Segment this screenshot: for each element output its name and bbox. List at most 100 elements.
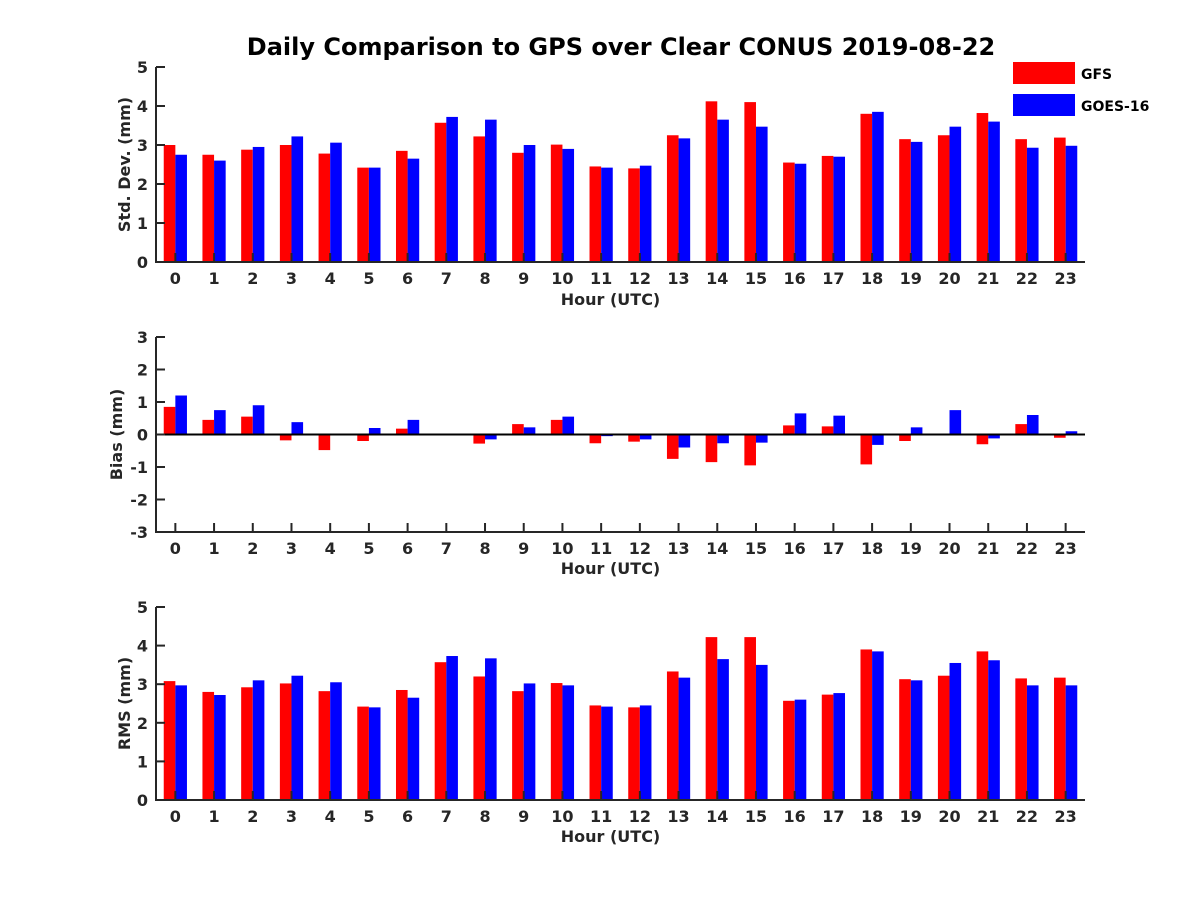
bar-goes16-hour-15: [755, 126, 768, 262]
x-tick-label: 14: [706, 269, 728, 288]
x-tick-label: 9: [518, 807, 529, 826]
y-tick-label: 1: [137, 214, 148, 233]
bar-goes16-hour-13: [678, 434, 691, 448]
legend-label-goes16: GOES-16: [1081, 99, 1149, 115]
bar-goes16-hour-13: [678, 677, 691, 800]
bar-gfs-hour-6: [395, 689, 408, 800]
bar-goes16-hour-6: [407, 158, 420, 262]
bar-goes16-hour-10: [562, 685, 575, 800]
x-tick-label: 10: [551, 807, 573, 826]
bar-goes16-hour-23: [1065, 145, 1078, 262]
bar-gfs-hour-20: [937, 135, 950, 262]
bar-goes16-hour-23: [1065, 685, 1078, 800]
x-tick-label: 6: [402, 807, 413, 826]
x-tick-label: 7: [441, 807, 452, 826]
bar-goes16-hour-17: [833, 693, 846, 800]
y-tick-label: 2: [137, 714, 148, 733]
bar-gfs-hour-19: [899, 434, 911, 441]
y-tick-label: 3: [137, 675, 148, 694]
bar-goes16-hour-5: [368, 428, 381, 435]
y-tick-label: -1: [130, 458, 148, 477]
bar-goes16-hour-14: [717, 434, 729, 444]
bar-gfs-hour-2: [241, 149, 253, 262]
bar-gfs-hour-7: [434, 662, 447, 800]
bar-goes16-hour-15: [755, 434, 768, 443]
bar-gfs-hour-18: [860, 434, 873, 465]
bar-gfs-hour-3: [279, 683, 292, 800]
bar-goes16-hour-13: [678, 138, 691, 262]
chart-title: Daily Comparison to GPS over Clear CONUS…: [247, 33, 995, 61]
x-tick-label: 1: [208, 539, 219, 558]
bar-goes16-hour-23: [1065, 431, 1078, 435]
x-tick-label: 21: [977, 269, 999, 288]
bar-goes16-hour-12: [639, 705, 652, 800]
bar-gfs-hour-16: [783, 700, 795, 800]
x-tick-label: 23: [1055, 807, 1077, 826]
x-tick-label: 11: [590, 539, 612, 558]
x-tick-label: 4: [325, 539, 336, 558]
bar-goes16-hour-4: [330, 682, 342, 800]
bar-goes16-hour-3: [291, 422, 304, 435]
x-tick-label: 22: [1016, 539, 1038, 558]
bar-gfs-hour-1: [202, 691, 215, 800]
x-tick-label: 3: [286, 269, 297, 288]
x-tick-label: 7: [441, 539, 452, 558]
x-tick-label: 3: [286, 539, 297, 558]
bar-gfs-hour-12: [628, 434, 640, 442]
bar-goes16-hour-0: [175, 154, 187, 262]
x-tick-label: 15: [745, 807, 767, 826]
bar-gfs-hour-0: [163, 406, 176, 435]
bar-gfs-hour-17: [821, 155, 834, 262]
bar-gfs-hour-15: [744, 102, 756, 262]
x-tick-label: 19: [900, 269, 922, 288]
bar-gfs-hour-13: [666, 135, 679, 262]
bar-goes16-hour-4: [330, 142, 342, 262]
x-tick-label: 23: [1055, 539, 1077, 558]
x-axis-label: Hour (UTC): [561, 559, 661, 578]
bar-goes16-hour-14: [717, 119, 729, 263]
x-tick-label: 13: [667, 539, 689, 558]
bar-goes16-hour-8: [485, 119, 497, 263]
x-tick-label: 16: [784, 807, 806, 826]
bar-gfs-hour-22: [1015, 139, 1027, 262]
x-tick-label: 19: [900, 807, 922, 826]
bar-goes16-hour-12: [639, 165, 652, 262]
bar-goes16-hour-2: [252, 680, 265, 800]
y-tick-label: -3: [130, 523, 148, 542]
x-tick-label: 22: [1016, 807, 1038, 826]
bar-goes16-hour-8: [485, 658, 497, 800]
bar-gfs-hour-20: [937, 675, 950, 800]
bar-gfs-hour-22: [1015, 678, 1027, 800]
bar-goes16-hour-21: [988, 121, 1000, 262]
x-tick-label: 21: [977, 539, 999, 558]
bar-goes16-hour-5: [368, 707, 381, 800]
bar-goes16-hour-22: [1026, 685, 1039, 800]
x-tick-label: 10: [551, 269, 573, 288]
bar-goes16-hour-3: [291, 675, 304, 800]
x-tick-label: 12: [629, 539, 651, 558]
bar-gfs-hour-1: [202, 419, 215, 435]
bar-goes16-hour-14: [717, 659, 729, 800]
y-tick-label: 0: [137, 791, 148, 810]
bar-gfs-hour-10: [550, 144, 563, 262]
x-tick-label: 12: [629, 807, 651, 826]
bar-goes16-hour-18: [872, 111, 884, 262]
legend-label-gfs: GFS: [1081, 67, 1112, 83]
bar-gfs-hour-5: [357, 434, 369, 441]
bar-goes16-hour-7: [446, 656, 458, 800]
bar-gfs-hour-6: [395, 150, 408, 262]
bar-gfs-hour-0: [163, 681, 176, 800]
x-tick-label: 0: [170, 269, 181, 288]
bar-gfs-hour-9: [512, 152, 524, 262]
bar-goes16-hour-21: [988, 660, 1000, 800]
bar-gfs-hour-22: [1015, 424, 1027, 435]
bar-gfs-hour-18: [860, 113, 873, 262]
bar-gfs-hour-3: [279, 145, 292, 262]
x-tick-label: 20: [938, 269, 960, 288]
y-tick-label: 5: [137, 58, 148, 77]
bar-gfs-hour-13: [666, 434, 679, 459]
bar-goes16-hour-19: [910, 427, 923, 435]
bar-gfs-hour-12: [628, 168, 640, 262]
